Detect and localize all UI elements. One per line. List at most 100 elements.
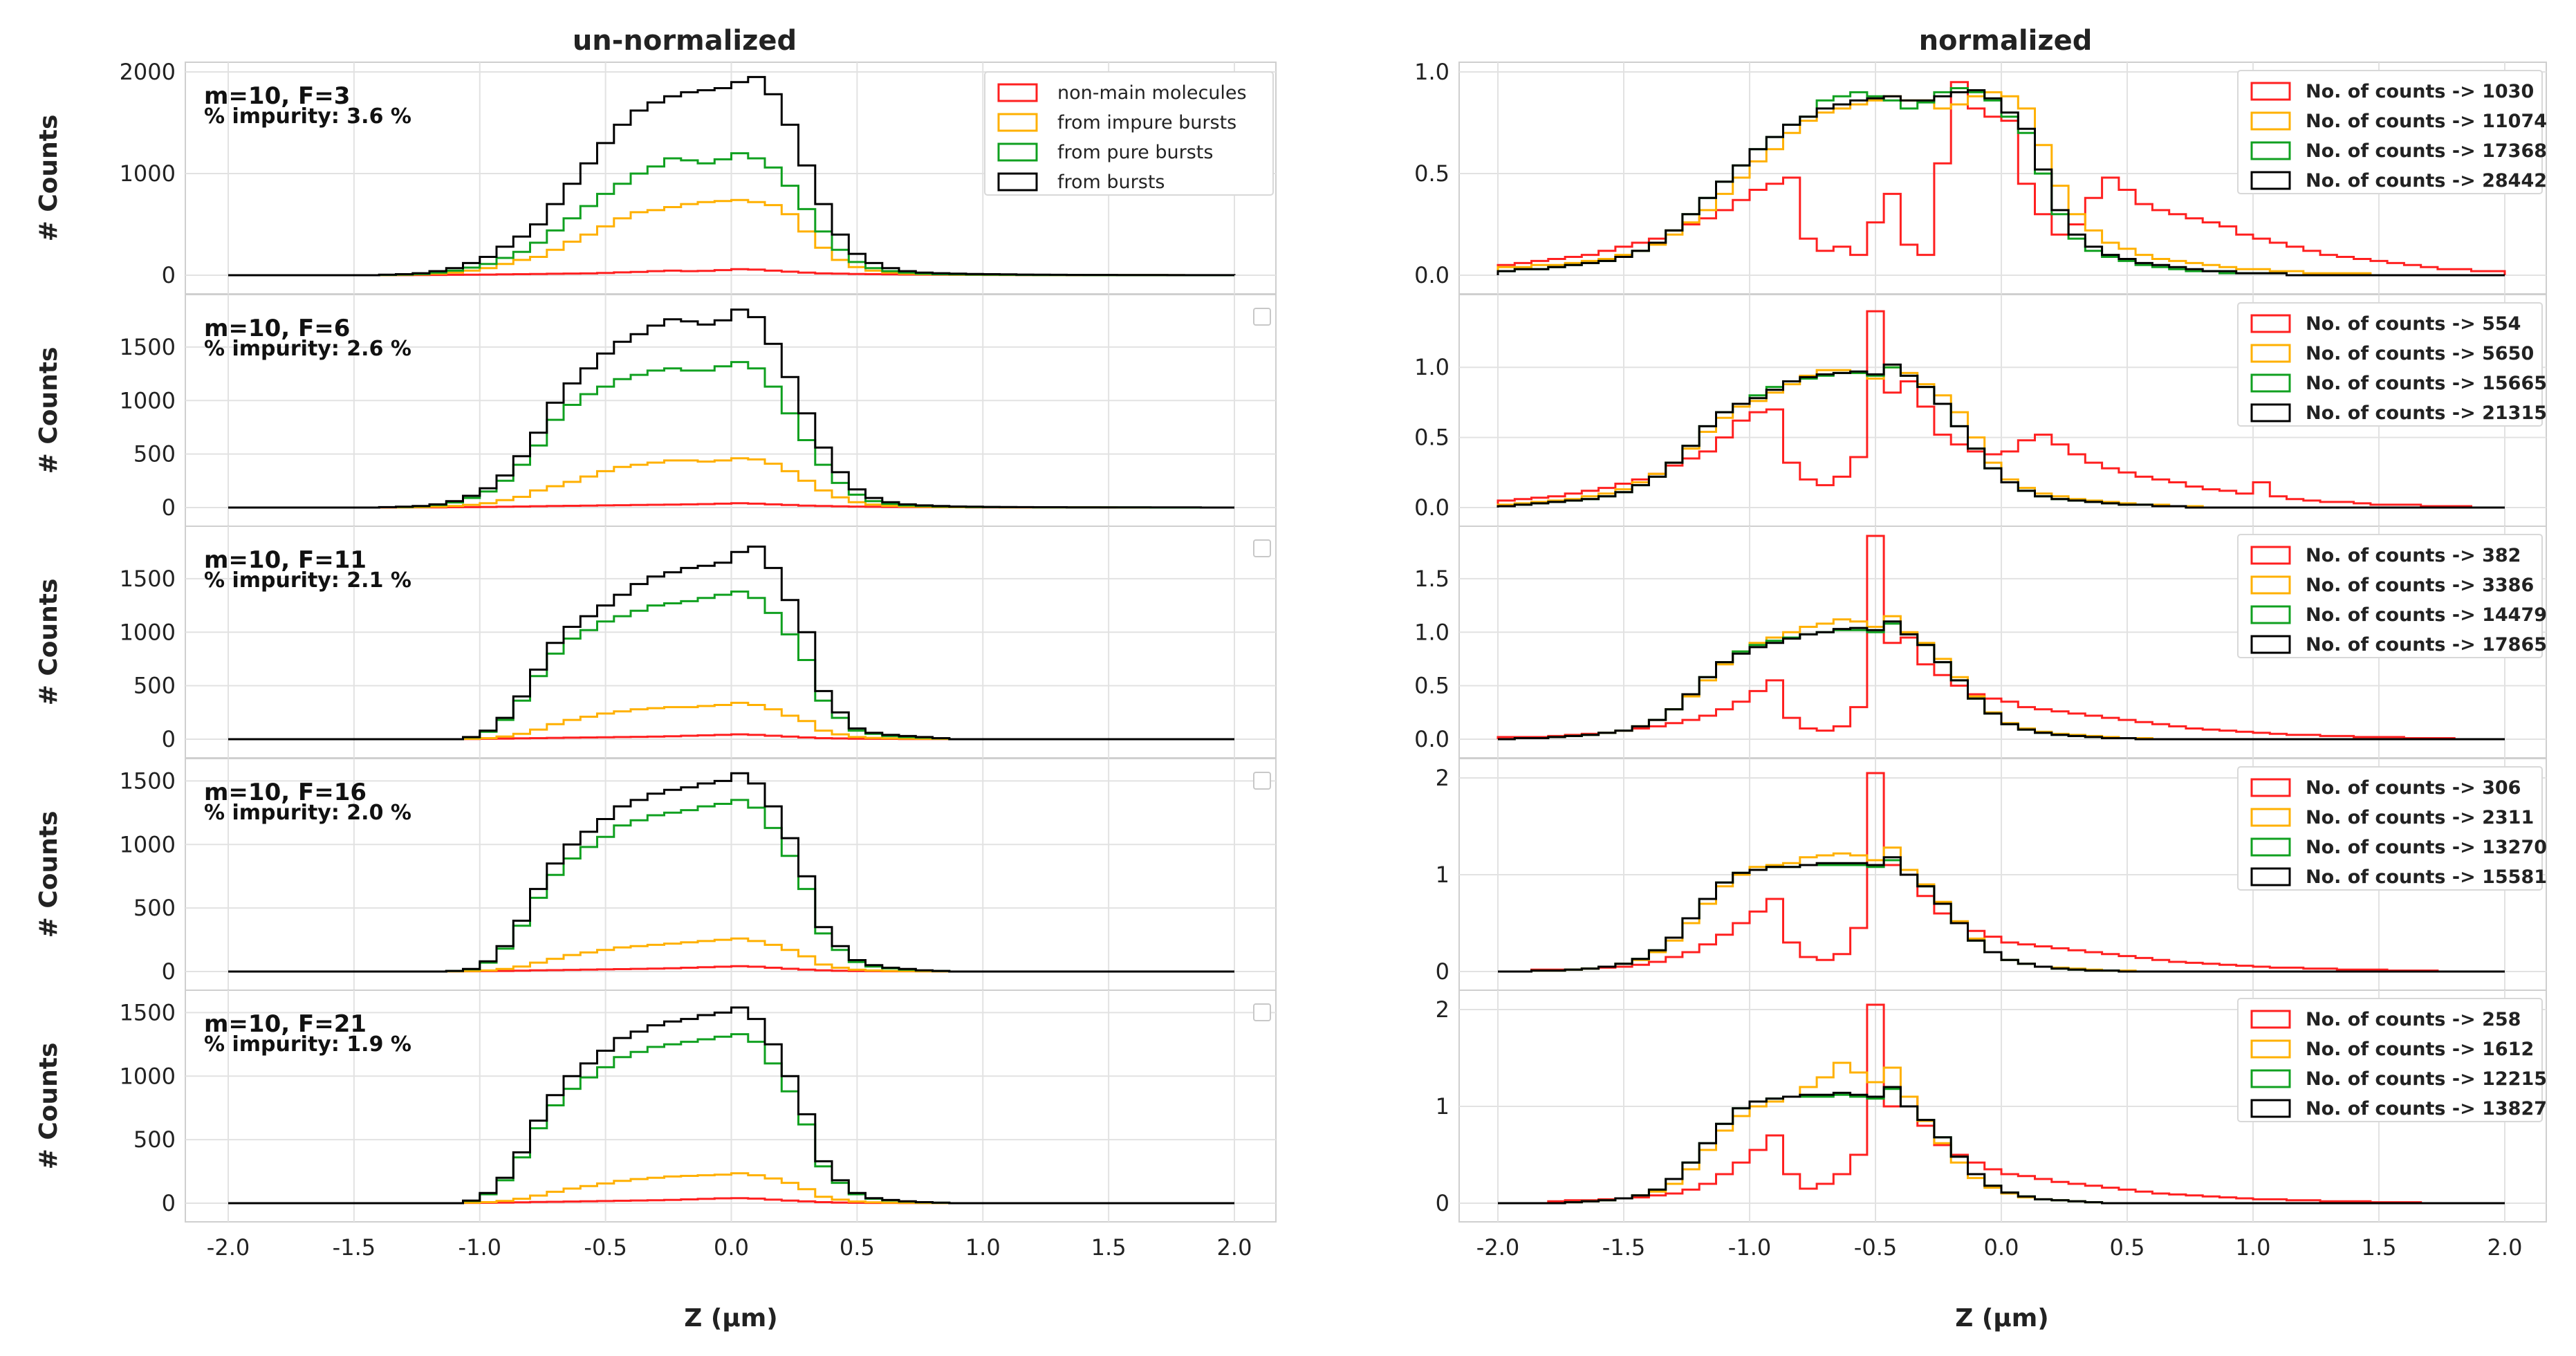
series-bursts-step: [1498, 1086, 2505, 1205]
annotation-impurity: % impurity: 2.1 %: [204, 568, 411, 593]
y-tick-label: 1500: [120, 768, 176, 794]
x-tick-label: 0.0: [1984, 1234, 2019, 1261]
left-title: un-normalized: [573, 25, 797, 57]
right-subplot-1: 0.0 0.5 1.0 No. of counts -> 1030 No. of cou…: [1414, 59, 2547, 295]
legend-swatch-bursts: [2250, 1099, 2291, 1118]
y-tick-label: 0.5: [1414, 673, 1449, 699]
x-tick-label: -1.0: [458, 1234, 501, 1261]
annotation-impurity: % impurity: 2.6 %: [204, 337, 411, 361]
x-tick-label: -1.5: [333, 1234, 376, 1261]
legend-count-label: No. of counts -> 21315: [2306, 402, 2547, 424]
legend-swatch-nonmain: [2250, 82, 2291, 101]
legend-swatch-impure: [997, 113, 1038, 132]
series-impure-step: [1497, 91, 2505, 277]
y-tick-label: 500: [133, 1126, 176, 1153]
right-subplot-2: 0.0 0.5 1.0 No. of counts -> 554 No. of coun…: [1414, 294, 2547, 527]
legend-box: [2237, 998, 2543, 1122]
y-tick-label: 1500: [120, 566, 176, 592]
series-nonmain-step: [1497, 81, 2506, 275]
y-tick-label: 1000: [120, 387, 176, 414]
left-subplot-5: 0 500 1000 1500 # Counts m=10, F=21% impurity…: [35, 990, 1277, 1261]
legend-swatch-pure: [2250, 1069, 2291, 1088]
y-tick-label: 500: [133, 895, 176, 921]
legend-swatch-nonmain: [2250, 1010, 2291, 1029]
annotation-title: m=10, F=21: [204, 1010, 367, 1038]
legend-count-label: No. of counts -> 13827: [2306, 1098, 2547, 1120]
y-tick-label: 0.0: [1414, 262, 1449, 288]
x-tick-label: 2.0: [1217, 1234, 1252, 1261]
series-nonmain-step: [1498, 772, 2505, 973]
y-axis-label: # Counts: [35, 1043, 63, 1170]
legend-box: [2237, 534, 2543, 658]
series-bursts-step: [228, 546, 1234, 741]
y-tick-label: 1000: [120, 1063, 176, 1089]
legend-count-label: No. of counts -> 5650: [2306, 343, 2534, 364]
left-x-axis-label: Z (µm): [684, 1304, 778, 1332]
y-tick-label: 1.0: [1414, 619, 1449, 645]
right-x-axis-label: Z (µm): [1955, 1304, 2049, 1332]
legend-label: from pure bursts: [1057, 142, 1213, 163]
y-axis-label: # Counts: [35, 579, 63, 706]
series-bursts-step: [228, 308, 1234, 509]
legend-swatch-impure: [2250, 575, 2291, 595]
series-bursts-step: [228, 1006, 1234, 1205]
right-title: normalized: [1919, 25, 2093, 57]
legend-count-label: No. of counts -> 554: [2306, 313, 2521, 335]
series-bursts-step: [228, 75, 1236, 277]
annotation-impurity: % impurity: 3.6 %: [204, 104, 411, 129]
legend-count-label: No. of counts -> 15665: [2306, 373, 2547, 394]
legend-swatch-pure: [997, 142, 1038, 162]
x-tick-label: -2.0: [207, 1234, 250, 1261]
legend-swatch-impure: [2250, 344, 2291, 363]
x-tick-label: 1.0: [965, 1234, 1001, 1261]
annotation-title: m=10, F=6: [204, 315, 350, 342]
legend-swatch-impure: [2250, 1039, 2291, 1059]
y-tick-label: 0: [162, 958, 176, 985]
x-tick-label: 1.5: [2362, 1234, 2397, 1261]
series-bursts-step: [228, 772, 1234, 973]
x-tick-label: 0.5: [2110, 1234, 2145, 1261]
empty-legend-box: [1253, 772, 1271, 790]
y-tick-label: 1.0: [1414, 354, 1449, 380]
left-subplot-2: 0 500 1000 1500 # Counts m=10, F=6% impurity:…: [35, 294, 1277, 527]
left-subplot-3: 0 500 1000 1500 # Counts m=10, F=11% impurity…: [35, 526, 1277, 759]
y-tick-label: 2000: [120, 59, 176, 85]
y-tick-label: 500: [133, 673, 176, 699]
legend-swatch-bursts: [2250, 403, 2291, 422]
y-tick-label: 0.0: [1414, 494, 1449, 521]
legend-box: [2237, 70, 2543, 194]
y-axis-label: # Counts: [35, 347, 63, 474]
legend-count-label: No. of counts -> 382: [2306, 545, 2521, 566]
left-subplot-1: 0 1000 2000 # Counts m=10, F=3% impurity: 3.…: [35, 59, 1277, 295]
y-tick-label: 1: [1436, 1093, 1449, 1120]
empty-legend-box: [1253, 1003, 1271, 1021]
empty-legend-box: [1253, 308, 1271, 326]
y-tick-label: 1: [1436, 862, 1449, 888]
series-bursts-step: [1497, 363, 2505, 509]
annotation-impurity: % impurity: 2.0 %: [204, 801, 411, 825]
y-tick-label: 0.5: [1414, 425, 1449, 451]
legend-count-label: No. of counts -> 17865: [2306, 634, 2547, 656]
y-tick-label: 0: [162, 494, 176, 521]
series-bursts-step: [1497, 89, 2505, 277]
legend-count-label: No. of counts -> 11074: [2306, 111, 2547, 132]
legend-label: non-main molecules: [1057, 82, 1247, 104]
x-tick-label: -2.0: [1476, 1234, 1519, 1261]
legend-label: from impure bursts: [1057, 112, 1236, 133]
legend-swatch-nonmain: [2250, 314, 2291, 333]
x-tick-label: 0.0: [714, 1234, 749, 1261]
annotation-title: m=10, F=3: [204, 82, 350, 110]
y-axis-label: # Counts: [35, 811, 63, 938]
x-tick-label: -1.5: [1602, 1234, 1645, 1261]
un-normalized-panel: un-normalized Z (µm) 0 1000 2000 # Counts m=…: [35, 25, 1277, 1332]
y-tick-label: 2: [1436, 765, 1449, 791]
annotation-title: m=10, F=16: [204, 779, 367, 806]
x-tick-label: -1.0: [1728, 1234, 1771, 1261]
normalized-panel: normalized Z (µm) 0.0 0.5 1.0 No. of counts…: [1414, 25, 2547, 1332]
legend-swatch-pure: [2250, 373, 2291, 393]
legend-swatch-pure: [2250, 837, 2291, 857]
legend-swatch-bursts: [2250, 171, 2291, 190]
x-tick-label: 0.5: [840, 1234, 875, 1261]
y-tick-label: 0.0: [1414, 726, 1449, 752]
